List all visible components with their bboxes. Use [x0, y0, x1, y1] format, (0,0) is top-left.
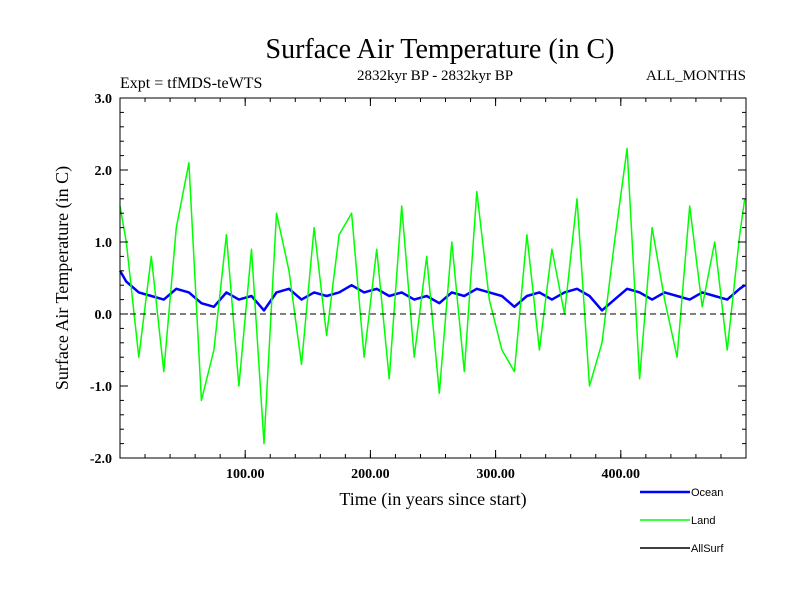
y-tick-label: 1.0: [95, 236, 113, 251]
x-axis-label: Time (in years since start): [339, 489, 526, 510]
chart-subtitle-right: ALL_MONTHS: [646, 68, 746, 84]
y-tick-label: -2.0: [90, 452, 112, 467]
y-tick-label: 3.0: [95, 92, 113, 107]
legend-label-ocean: Ocean: [691, 487, 723, 499]
plot-frame: [119, 97, 747, 459]
series-land-line: [119, 147, 746, 445]
x-tick-label: 400.00: [602, 467, 641, 482]
y-tick-label: -1.0: [90, 380, 112, 395]
legend-label-allsurf: AllSurf: [691, 543, 724, 555]
chart-subtitle-left: Expt = tfMDS-teWTS: [120, 75, 262, 92]
legend-label-land: Land: [691, 515, 715, 527]
series-layer: [118, 147, 746, 445]
y-tick-label: 0.0: [95, 308, 113, 323]
plot-area: [118, 147, 746, 445]
y-axis-label: Surface Air Temperature (in C): [52, 166, 73, 390]
x-tick-label: 300.00: [476, 467, 515, 482]
legend: Ocean Land AllSurf: [640, 487, 724, 555]
chart-subtitle-center: 2832kyr BP - 2832kyr BP: [357, 68, 513, 84]
x-tick-label: 200.00: [351, 467, 390, 482]
x-tick-label: 100.00: [226, 467, 265, 482]
chart-title: Surface Air Temperature (in C): [266, 34, 615, 65]
y-tick-label: 2.0: [95, 164, 113, 179]
series-ocean-line: [118, 270, 746, 312]
ticks-layer: -2.0 -1.0 0.0 1.0 2.0 3.0 100.00 200.00 300.00 40…: [90, 92, 746, 482]
